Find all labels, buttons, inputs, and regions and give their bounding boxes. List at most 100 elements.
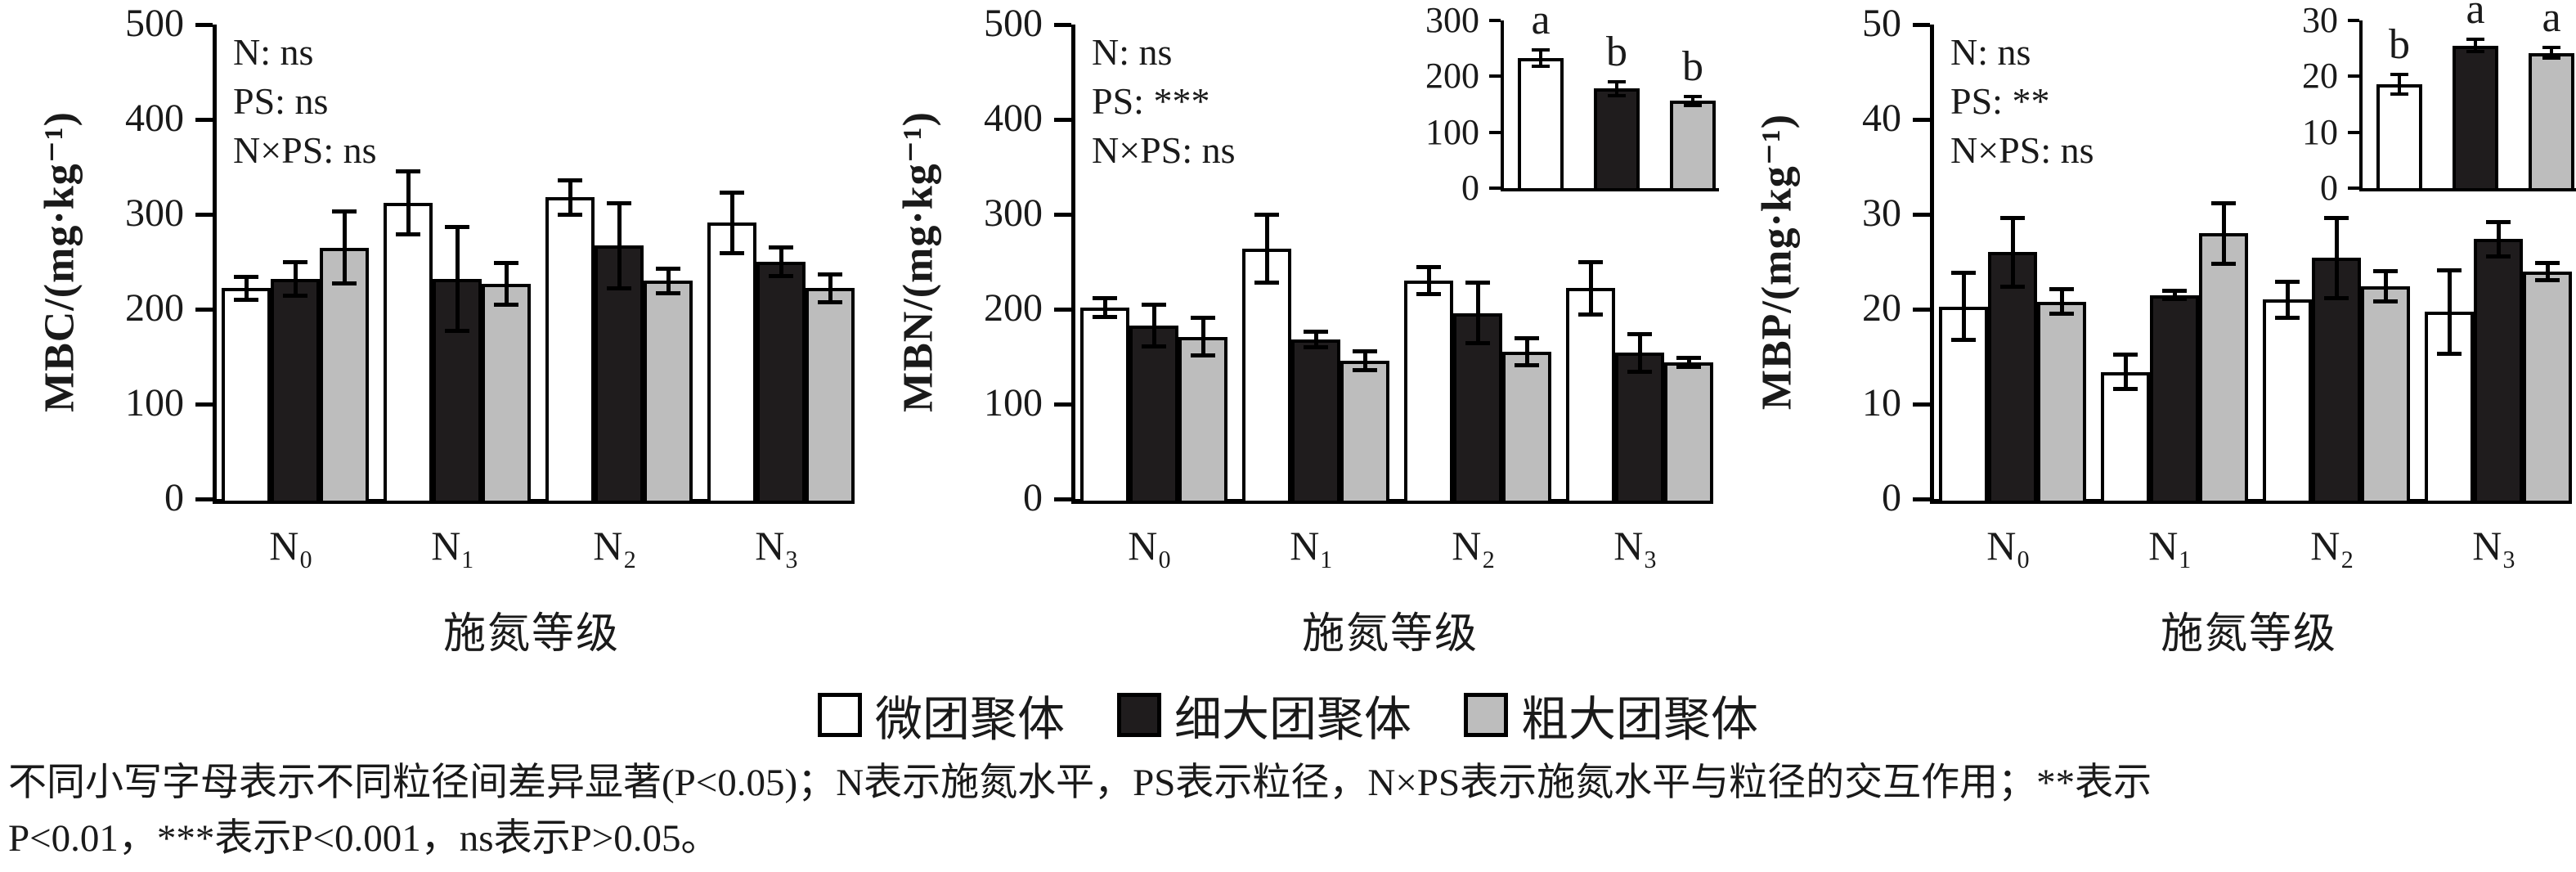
anova-annotation-mbp: N: ns PS: ** N×PS: ns bbox=[1950, 28, 2094, 175]
anova-annotation-mbc: N: ns PS: ns N×PS: ns bbox=[233, 28, 377, 175]
error-bar-cap bbox=[1093, 314, 1117, 319]
y-tick-mark bbox=[195, 307, 213, 312]
error-bar-cap bbox=[2535, 260, 2560, 265]
inset-bar-gray bbox=[2529, 52, 2574, 191]
legend-swatch-white bbox=[817, 693, 862, 737]
error-bar-line bbox=[1200, 317, 1205, 356]
bar-gray-N₁ bbox=[482, 283, 531, 504]
inset-tick-label: 0 bbox=[1461, 168, 1479, 208]
inset-tick-mark bbox=[2348, 19, 2359, 22]
inset-tick-mark bbox=[2348, 74, 2359, 79]
error-bar-cap bbox=[2390, 73, 2408, 77]
inset-bar-black bbox=[2453, 45, 2498, 191]
inset-chart: 0 10 20 30 b a a bbox=[2302, 0, 2576, 208]
bar-gray-N₁ bbox=[2199, 233, 2248, 504]
y-tick-mark bbox=[195, 212, 213, 217]
y-tick-label: 400 bbox=[125, 97, 184, 140]
x-tick-label: N₂ bbox=[2310, 523, 2354, 569]
error-bar-cap bbox=[2275, 315, 2300, 320]
y-tick-mark bbox=[1054, 22, 1071, 27]
bar-black-N₀ bbox=[1988, 252, 2037, 504]
error-bar-cap bbox=[1627, 331, 1652, 336]
inset-bar-gray bbox=[1670, 101, 1716, 191]
error-bar-cap bbox=[1416, 291, 1441, 296]
error-bar-cap bbox=[2437, 352, 2462, 357]
chart-panel-mbp: MBP/(mg·kg⁻¹) N: ns PS: ** N×PS: ns 0 10 2… bbox=[1717, 0, 2576, 687]
error-bar-line bbox=[342, 211, 347, 284]
bar-gray-N₃ bbox=[806, 288, 855, 504]
y-tick-label: 0 bbox=[1023, 476, 1043, 519]
error-bar-line bbox=[2550, 47, 2553, 59]
y-tick-mark bbox=[195, 497, 213, 501]
y-tick-mark bbox=[1054, 212, 1071, 217]
x-axis-title: 施氮等级 bbox=[442, 611, 620, 658]
y-tick-mark bbox=[1913, 307, 1930, 312]
bar-white-N₂ bbox=[545, 197, 595, 504]
y-axis-label-mbc: MBC/(mg·kg⁻¹) bbox=[36, 110, 83, 413]
bar-black-N₁ bbox=[1291, 339, 1340, 504]
error-bar-line bbox=[1475, 282, 1480, 344]
error-bar-cap bbox=[1465, 341, 1490, 346]
x-tick-label: N₃ bbox=[1613, 523, 1658, 569]
bar-black-N₀ bbox=[271, 278, 320, 504]
error-bar-cap bbox=[1684, 103, 1702, 107]
error-bar-cap bbox=[818, 300, 842, 305]
error-bar-cap bbox=[2486, 254, 2511, 258]
error-bar-line bbox=[1686, 357, 1691, 367]
inset-bar-white bbox=[2376, 83, 2422, 191]
error-bar-line bbox=[1102, 298, 1107, 317]
y-tick-mark bbox=[1054, 497, 1071, 501]
bar-white-N₂ bbox=[2263, 299, 2312, 504]
y-tick-mark bbox=[1913, 497, 1930, 501]
bar-gray-N₁ bbox=[1340, 360, 1389, 504]
significance-letter: a bbox=[1531, 0, 1551, 43]
y-tick-label: 50 bbox=[1862, 2, 1901, 45]
error-bar-line bbox=[1151, 304, 1156, 347]
significance-letter: b bbox=[2389, 21, 2410, 69]
inset-tick-label: 0 bbox=[2320, 168, 2338, 208]
legend-item-fine-macro: 细大团聚体 bbox=[1116, 681, 1411, 749]
error-bar-cap bbox=[2049, 287, 2074, 292]
error-bar-line bbox=[1362, 351, 1367, 371]
y-tick-mark bbox=[195, 402, 213, 407]
inset-bar-white bbox=[1518, 57, 1564, 191]
error-bar-line bbox=[455, 227, 460, 331]
error-bar-line bbox=[828, 274, 832, 303]
error-bar-cap bbox=[607, 200, 631, 205]
bar-white-N₀ bbox=[1080, 307, 1129, 504]
annotation-line-n: N: ns bbox=[1092, 31, 1173, 73]
annotation-line-n: N: ns bbox=[233, 31, 314, 73]
error-bar-cap bbox=[769, 273, 793, 278]
error-bar-line bbox=[2447, 270, 2452, 354]
error-bar-cap bbox=[494, 260, 518, 265]
error-bar-line bbox=[2059, 289, 2064, 314]
error-bar-cap bbox=[1515, 336, 1539, 341]
error-bar-cap bbox=[2324, 295, 2349, 300]
significance-letter: a bbox=[2542, 0, 2561, 41]
error-bar-cap bbox=[2162, 289, 2187, 294]
x-tick-label: N₀ bbox=[1986, 523, 2031, 569]
error-bar-line bbox=[568, 180, 572, 214]
y-tick-label: 40 bbox=[1862, 97, 1901, 140]
annotation-line-nxps: N×PS: ns bbox=[1092, 129, 1236, 171]
inset-bar-black bbox=[1594, 88, 1640, 191]
error-bar-cap bbox=[2390, 92, 2408, 96]
bar-black-N₀ bbox=[1129, 325, 1178, 504]
error-bar-cap bbox=[2113, 353, 2138, 357]
charts-row: MBC/(mg·kg⁻¹) N: ns PS: ns N×PS: ns 0 100… bbox=[36, 0, 2576, 687]
error-bar-line bbox=[2221, 203, 2226, 264]
x-axis-title: 施氮等级 bbox=[2160, 611, 2337, 658]
legend-item-micro: 微团聚体 bbox=[817, 681, 1065, 749]
error-bar-line bbox=[244, 276, 249, 300]
error-bar-cap bbox=[2049, 312, 2074, 317]
error-bar-cap bbox=[1416, 265, 1441, 270]
error-bar-cap bbox=[1353, 348, 1377, 353]
caption-line-2: P<0.01，***表示P<0.001，ns表示P>0.05。 bbox=[8, 817, 720, 860]
error-bar-cap bbox=[396, 169, 420, 174]
inset-chart: 0 100 200 300 a b b bbox=[1425, 0, 1719, 208]
x-tick-label: N₁ bbox=[1290, 523, 1334, 569]
inset-tick-mark bbox=[2348, 187, 2359, 190]
error-bar-line bbox=[1615, 82, 1618, 96]
error-bar-line bbox=[617, 203, 622, 289]
y-tick-mark bbox=[1913, 402, 1930, 407]
